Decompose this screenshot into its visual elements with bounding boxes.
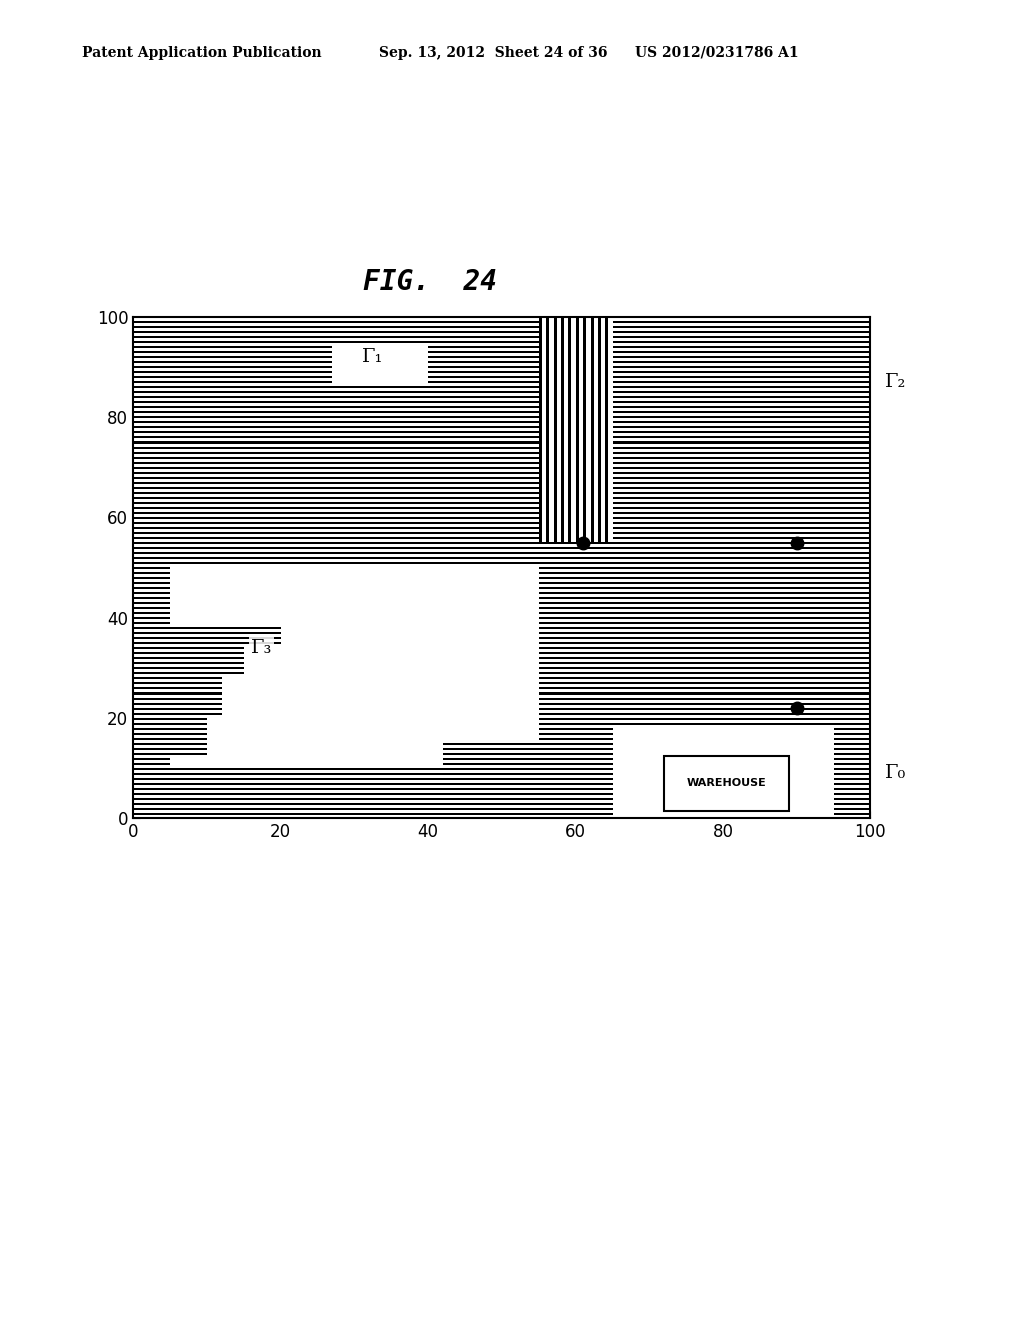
Text: FIG.  24: FIG. 24	[364, 268, 497, 297]
Text: Γ₀: Γ₀	[885, 764, 906, 783]
Text: US 2012/0231786 A1: US 2012/0231786 A1	[635, 46, 799, 59]
Bar	[664, 755, 790, 810]
Text: Sep. 13, 2012  Sheet 24 of 36: Sep. 13, 2012 Sheet 24 of 36	[379, 46, 607, 59]
Text: Γ₃: Γ₃	[251, 639, 272, 657]
Text: Γ₂: Γ₂	[885, 374, 906, 391]
Text: Patent Application Publication: Patent Application Publication	[82, 46, 322, 59]
Text: Γ₁: Γ₁	[361, 348, 383, 366]
Text: WAREHOUSE: WAREHOUSE	[687, 779, 767, 788]
